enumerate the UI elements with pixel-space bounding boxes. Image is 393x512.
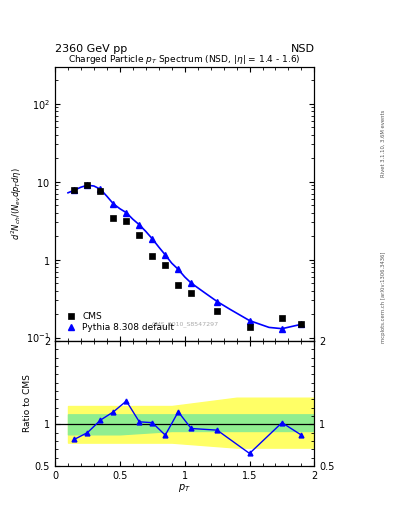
Pythia 8.308 default [85,182,90,188]
Pythia 8.308 default [247,317,252,324]
CMS [299,321,304,327]
Y-axis label: $d^{2}N_{ch}/(N_{ev} dp_{T} d\eta)$: $d^{2}N_{ch}/(N_{ev} dp_{T} d\eta)$ [9,167,24,240]
Pythia 8.308 default [176,266,181,272]
Pythia 8.308 default [72,187,77,193]
Pythia 8.308 default [98,186,103,193]
Pythia 8.308 default [299,321,304,327]
CMS [189,290,194,296]
CMS [85,182,90,188]
Pythia 8.308 default [150,236,155,242]
Pythia 8.308 default [280,326,285,332]
CMS [176,282,181,288]
Pythia 8.308 default [124,209,129,216]
Text: NSD: NSD [290,44,314,54]
X-axis label: $p_T$: $p_T$ [178,482,191,494]
Pythia 8.308 default [111,201,116,207]
Text: 2360 GeV pp: 2360 GeV pp [55,44,127,54]
Text: CMS_2010_S8547297: CMS_2010_S8547297 [151,322,218,327]
Line: Pythia 8.308 default: Pythia 8.308 default [72,182,304,331]
CMS [150,253,155,259]
CMS [72,187,77,193]
CMS [137,232,142,239]
CMS [247,324,252,330]
Title: Charged Particle $p_T$ Spectrum (NSD, |$\eta$| = 1.4 - 1.6): Charged Particle $p_T$ Spectrum (NSD, |$… [68,53,301,67]
Pythia 8.308 default [215,298,220,305]
Pythia 8.308 default [163,252,168,258]
CMS [215,308,220,314]
CMS [280,314,285,321]
Y-axis label: Ratio to CMS: Ratio to CMS [23,375,32,433]
Text: mcplots.cern.ch [arXiv:1306.3436]: mcplots.cern.ch [arXiv:1306.3436] [381,251,386,343]
Pythia 8.308 default [189,280,194,286]
Line: CMS: CMS [72,182,305,331]
Text: Rivet 3.1.10, 3.6M events: Rivet 3.1.10, 3.6M events [381,110,386,177]
CMS [111,215,116,221]
Pythia 8.308 default [137,222,142,228]
CMS [98,188,103,195]
Legend: CMS, Pythia 8.308 default: CMS, Pythia 8.308 default [59,308,178,336]
CMS [163,262,168,268]
CMS [124,218,129,224]
